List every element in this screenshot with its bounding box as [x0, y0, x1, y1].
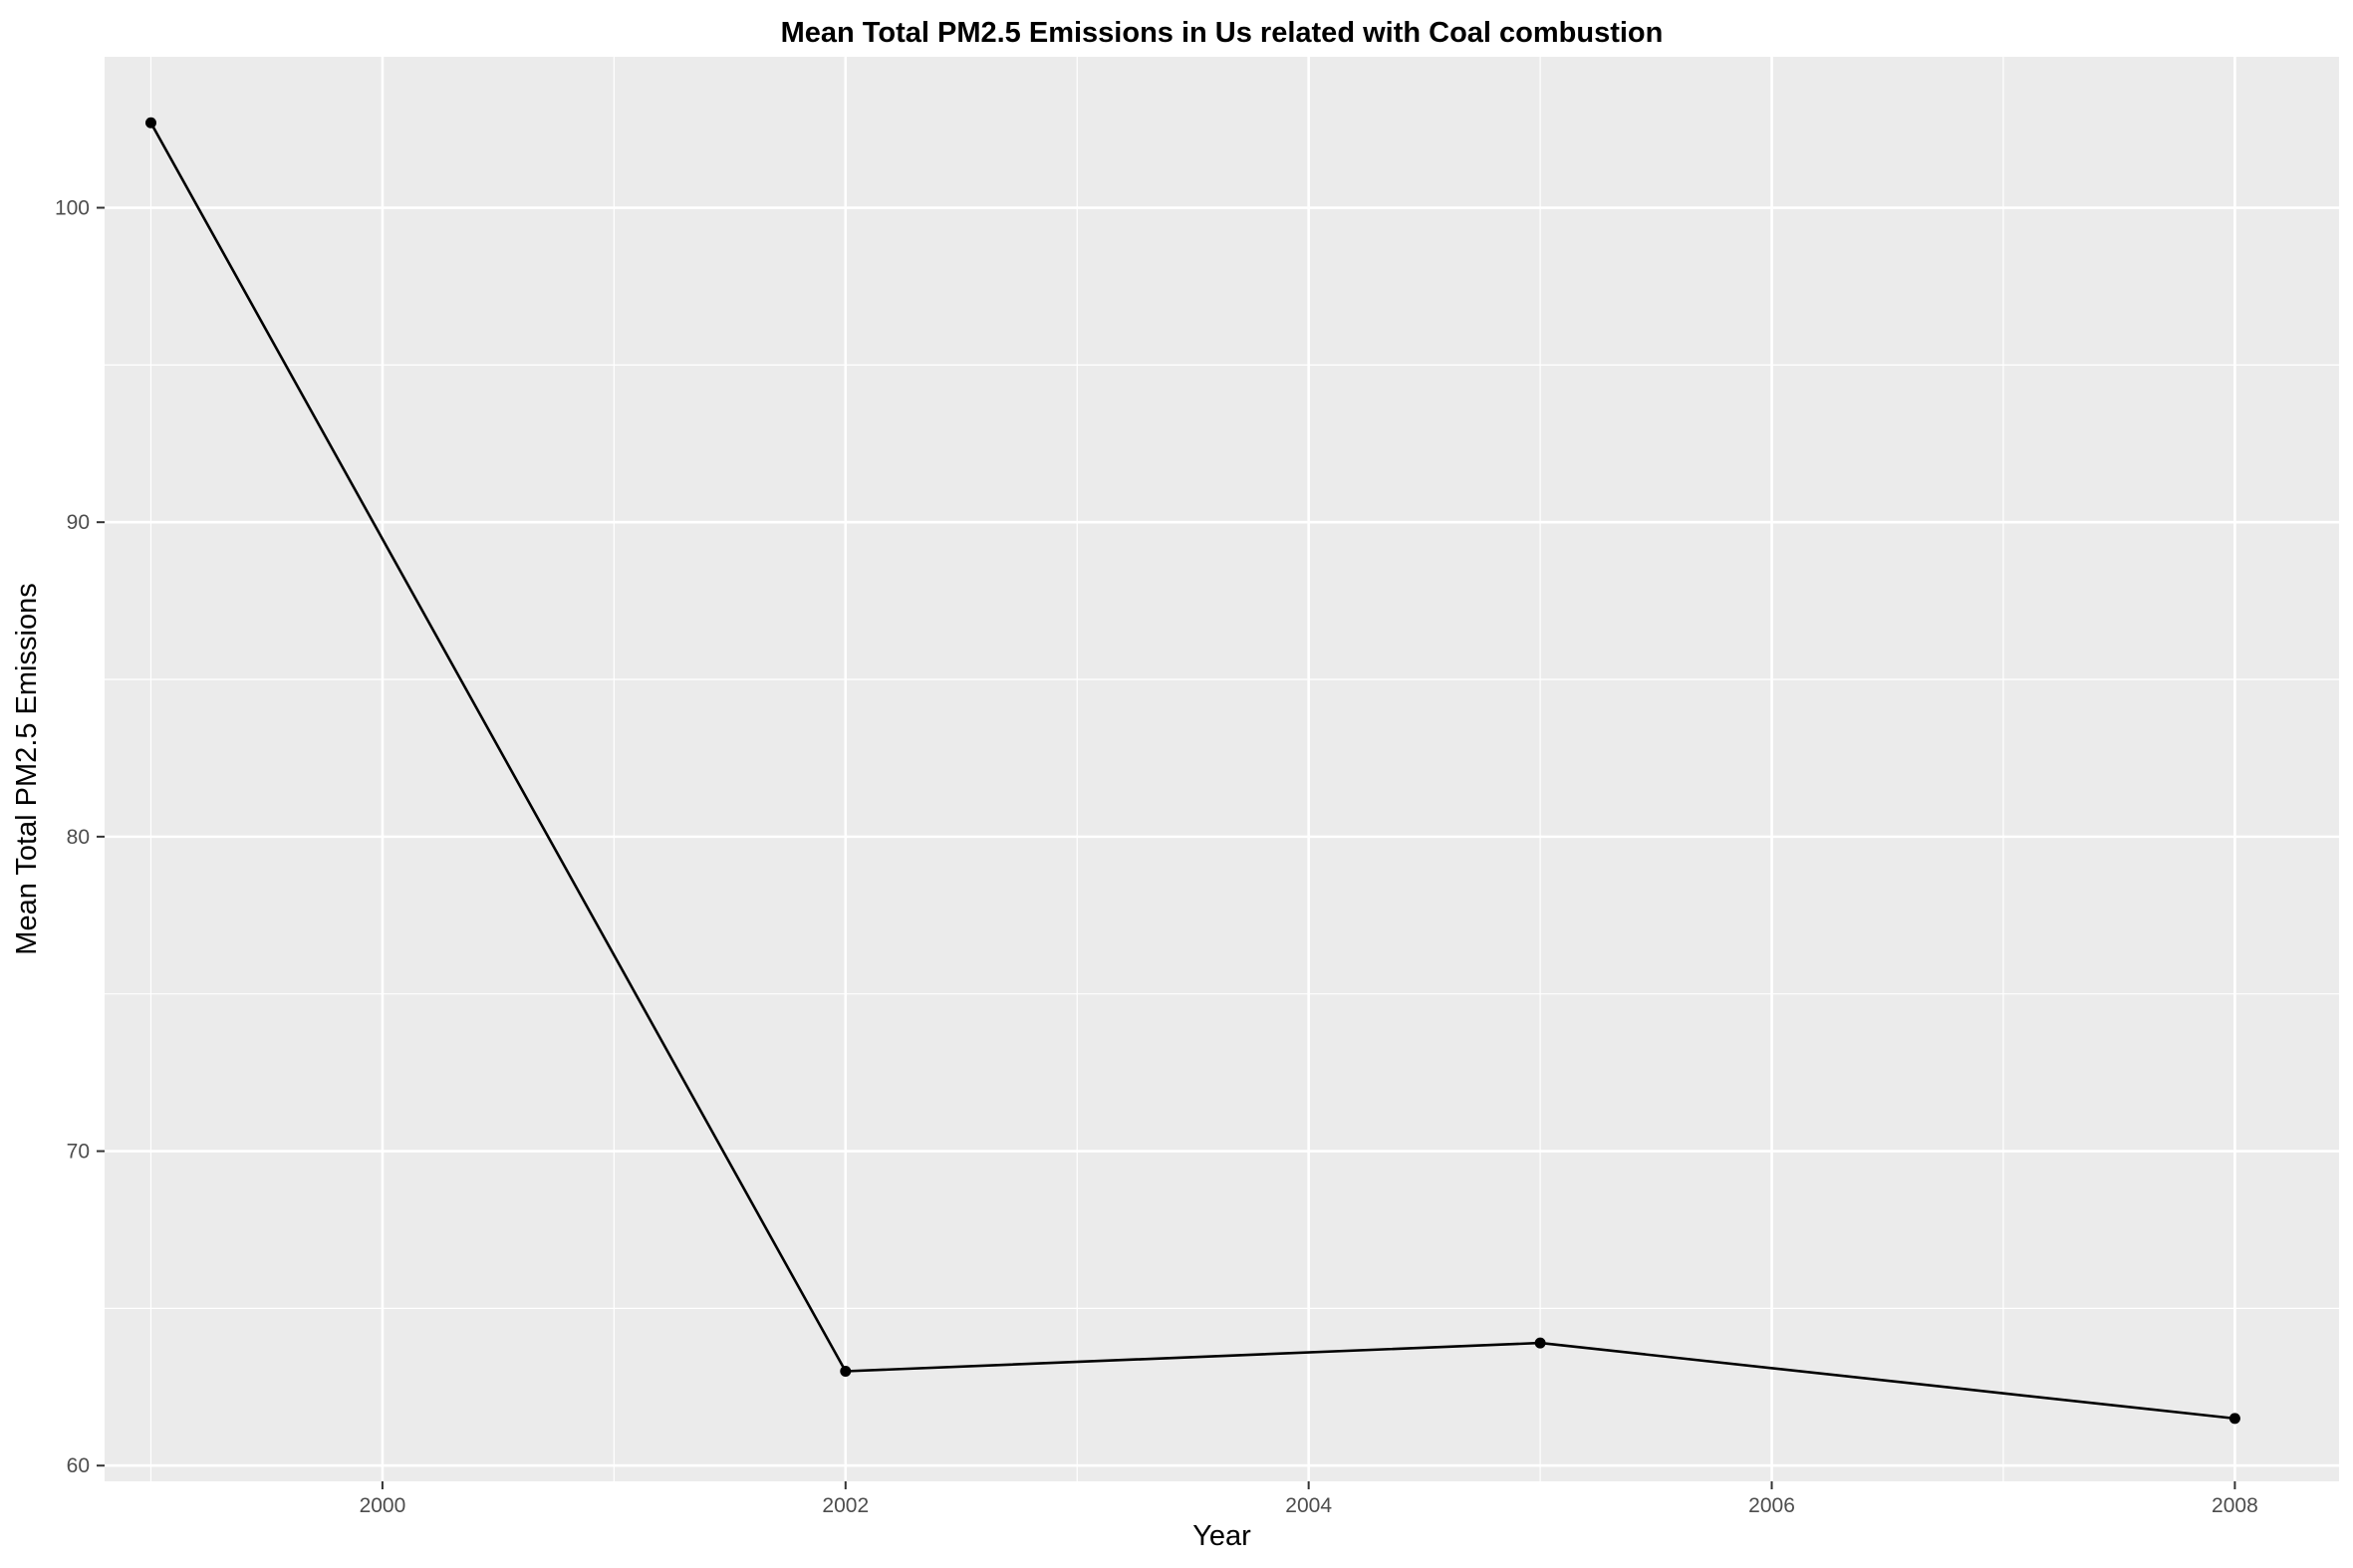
y-tick-label: 100	[55, 197, 90, 220]
x-tick-label: 2002	[822, 1494, 869, 1517]
x-tick-label: 2006	[1748, 1494, 1795, 1517]
x-axis-title: Year	[1192, 1520, 1251, 1552]
y-tick-label: 60	[67, 1454, 90, 1477]
y-tick-label: 70	[67, 1141, 90, 1164]
x-tick-label: 2004	[1285, 1494, 1332, 1517]
plot-panel	[105, 57, 2339, 1481]
data-point	[2228, 1413, 2240, 1425]
y-axis: 60 70 80 90 100	[55, 197, 105, 1477]
minor-gridlines	[105, 57, 2339, 1481]
data-point	[1534, 1337, 1546, 1349]
y-tick-label: 90	[67, 511, 90, 534]
series-line	[149, 122, 2235, 1421]
data-point	[840, 1366, 852, 1378]
major-gridlines	[105, 57, 2339, 1481]
x-axis: 2000 2002 2004 2006 2008	[360, 1481, 2258, 1517]
series-layer	[144, 117, 2240, 1425]
x-tick-label: 2000	[360, 1494, 406, 1517]
data-point	[144, 117, 156, 129]
x-tick-label: 2008	[2212, 1494, 2258, 1517]
y-axis-title: Mean Total PM2.5 Emissions	[11, 583, 43, 954]
y-tick-label: 80	[67, 826, 90, 849]
chart-title: Mean Total PM2.5 Emissions in Us related…	[781, 17, 1664, 49]
